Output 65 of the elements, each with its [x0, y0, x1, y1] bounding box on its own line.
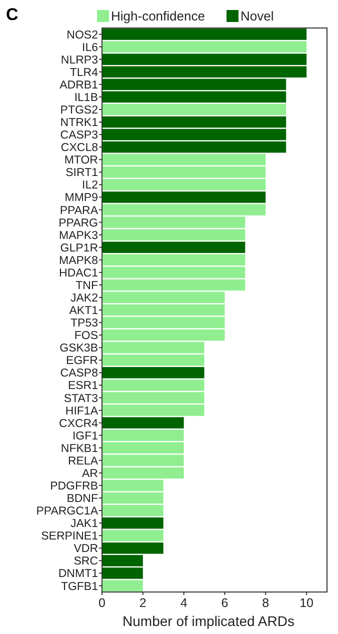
y-tick-label: AR [82, 468, 98, 480]
y-tick-label: NTRK1 [60, 117, 98, 130]
bar [102, 580, 143, 592]
y-tick-label: CXCR4 [59, 418, 99, 430]
y-tick-label: NOS2 [66, 29, 98, 42]
y-tick-label: BDNF [66, 493, 98, 506]
legend-label: Novel [240, 8, 274, 24]
x-tick-label: 0 [98, 596, 106, 610]
x-tick-label: 10 [300, 596, 314, 610]
bar [102, 417, 184, 428]
y-tick-label: MAPK8 [59, 254, 98, 267]
y-tick-label: PTGS2 [60, 104, 98, 116]
y-tick-label: DNMT1 [58, 568, 98, 580]
y-tick-label: SERPINE1 [41, 530, 98, 543]
bar [102, 367, 204, 378]
y-tick-label: CASP8 [60, 368, 98, 380]
y-tick-label: GLP1R [60, 242, 98, 254]
x-tick-label: 4 [180, 596, 188, 610]
y-tick-label: PPARG [58, 217, 98, 230]
bar [102, 28, 307, 40]
y-tick-label: IL1B [74, 92, 98, 104]
y-tick-label: STAT3 [64, 392, 98, 405]
y-tick-label: IGF1 [72, 430, 98, 442]
x-tick-label: 2 [139, 596, 146, 610]
y-tick-label: CASP3 [60, 130, 98, 142]
y-tick-label: NLRP3 [60, 54, 98, 66]
y-tick-label: PPARGC1A [36, 506, 98, 518]
y-tick-label: MAPK3 [59, 230, 98, 242]
y-tick-label: MTOR [64, 154, 98, 167]
y-tick-label: TNF [76, 280, 98, 292]
bar [102, 242, 246, 253]
y-tick-label: GSK3B [60, 342, 98, 355]
y-tick-label: SIRT1 [66, 167, 98, 180]
x-tick-label: 6 [221, 596, 228, 610]
y-tick-label: ADRB1 [60, 79, 98, 92]
y-tick-label: ESR1 [68, 380, 98, 392]
y-tick-label: PPARA [60, 204, 98, 217]
y-tick-label: IL2 [82, 180, 98, 192]
bar [102, 41, 307, 52]
y-tick-label: FOS [74, 330, 98, 342]
y-tick-label: CXCL8 [60, 142, 98, 154]
y-tick-label: HIF1A [65, 405, 98, 418]
y-tick-label: HDAC1 [59, 267, 98, 280]
y-tick-label: MMP9 [64, 192, 98, 204]
y-tick-label: EGFR [66, 355, 98, 368]
y-tick-label: JAK2 [70, 292, 98, 304]
x-tick-label: 8 [262, 596, 270, 610]
y-tick-label: TGFB1 [60, 580, 98, 593]
y-tick-label: NFKB1 [60, 442, 98, 455]
y-tick-label: VDR [74, 543, 98, 556]
y-tick-label: JAK1 [70, 518, 98, 530]
bar [102, 517, 164, 529]
y-tick-label: AKT1 [69, 305, 98, 318]
x-axis-title: Number of implicated ARDs [122, 613, 294, 629]
y-tick-label: IL6 [82, 42, 98, 54]
legend-label: High-confidence [111, 8, 205, 24]
bar [102, 530, 164, 542]
y-tick-label: SRC [74, 556, 98, 568]
y-tick-label: TLR4 [70, 66, 99, 79]
bar [102, 192, 266, 203]
y-tick-label: RELA [68, 455, 98, 468]
y-tick-label: PDGFRB [50, 480, 98, 492]
bar [102, 104, 286, 116]
y-tick-label: TP53 [70, 318, 98, 330]
chart-title: C [6, 5, 18, 24]
